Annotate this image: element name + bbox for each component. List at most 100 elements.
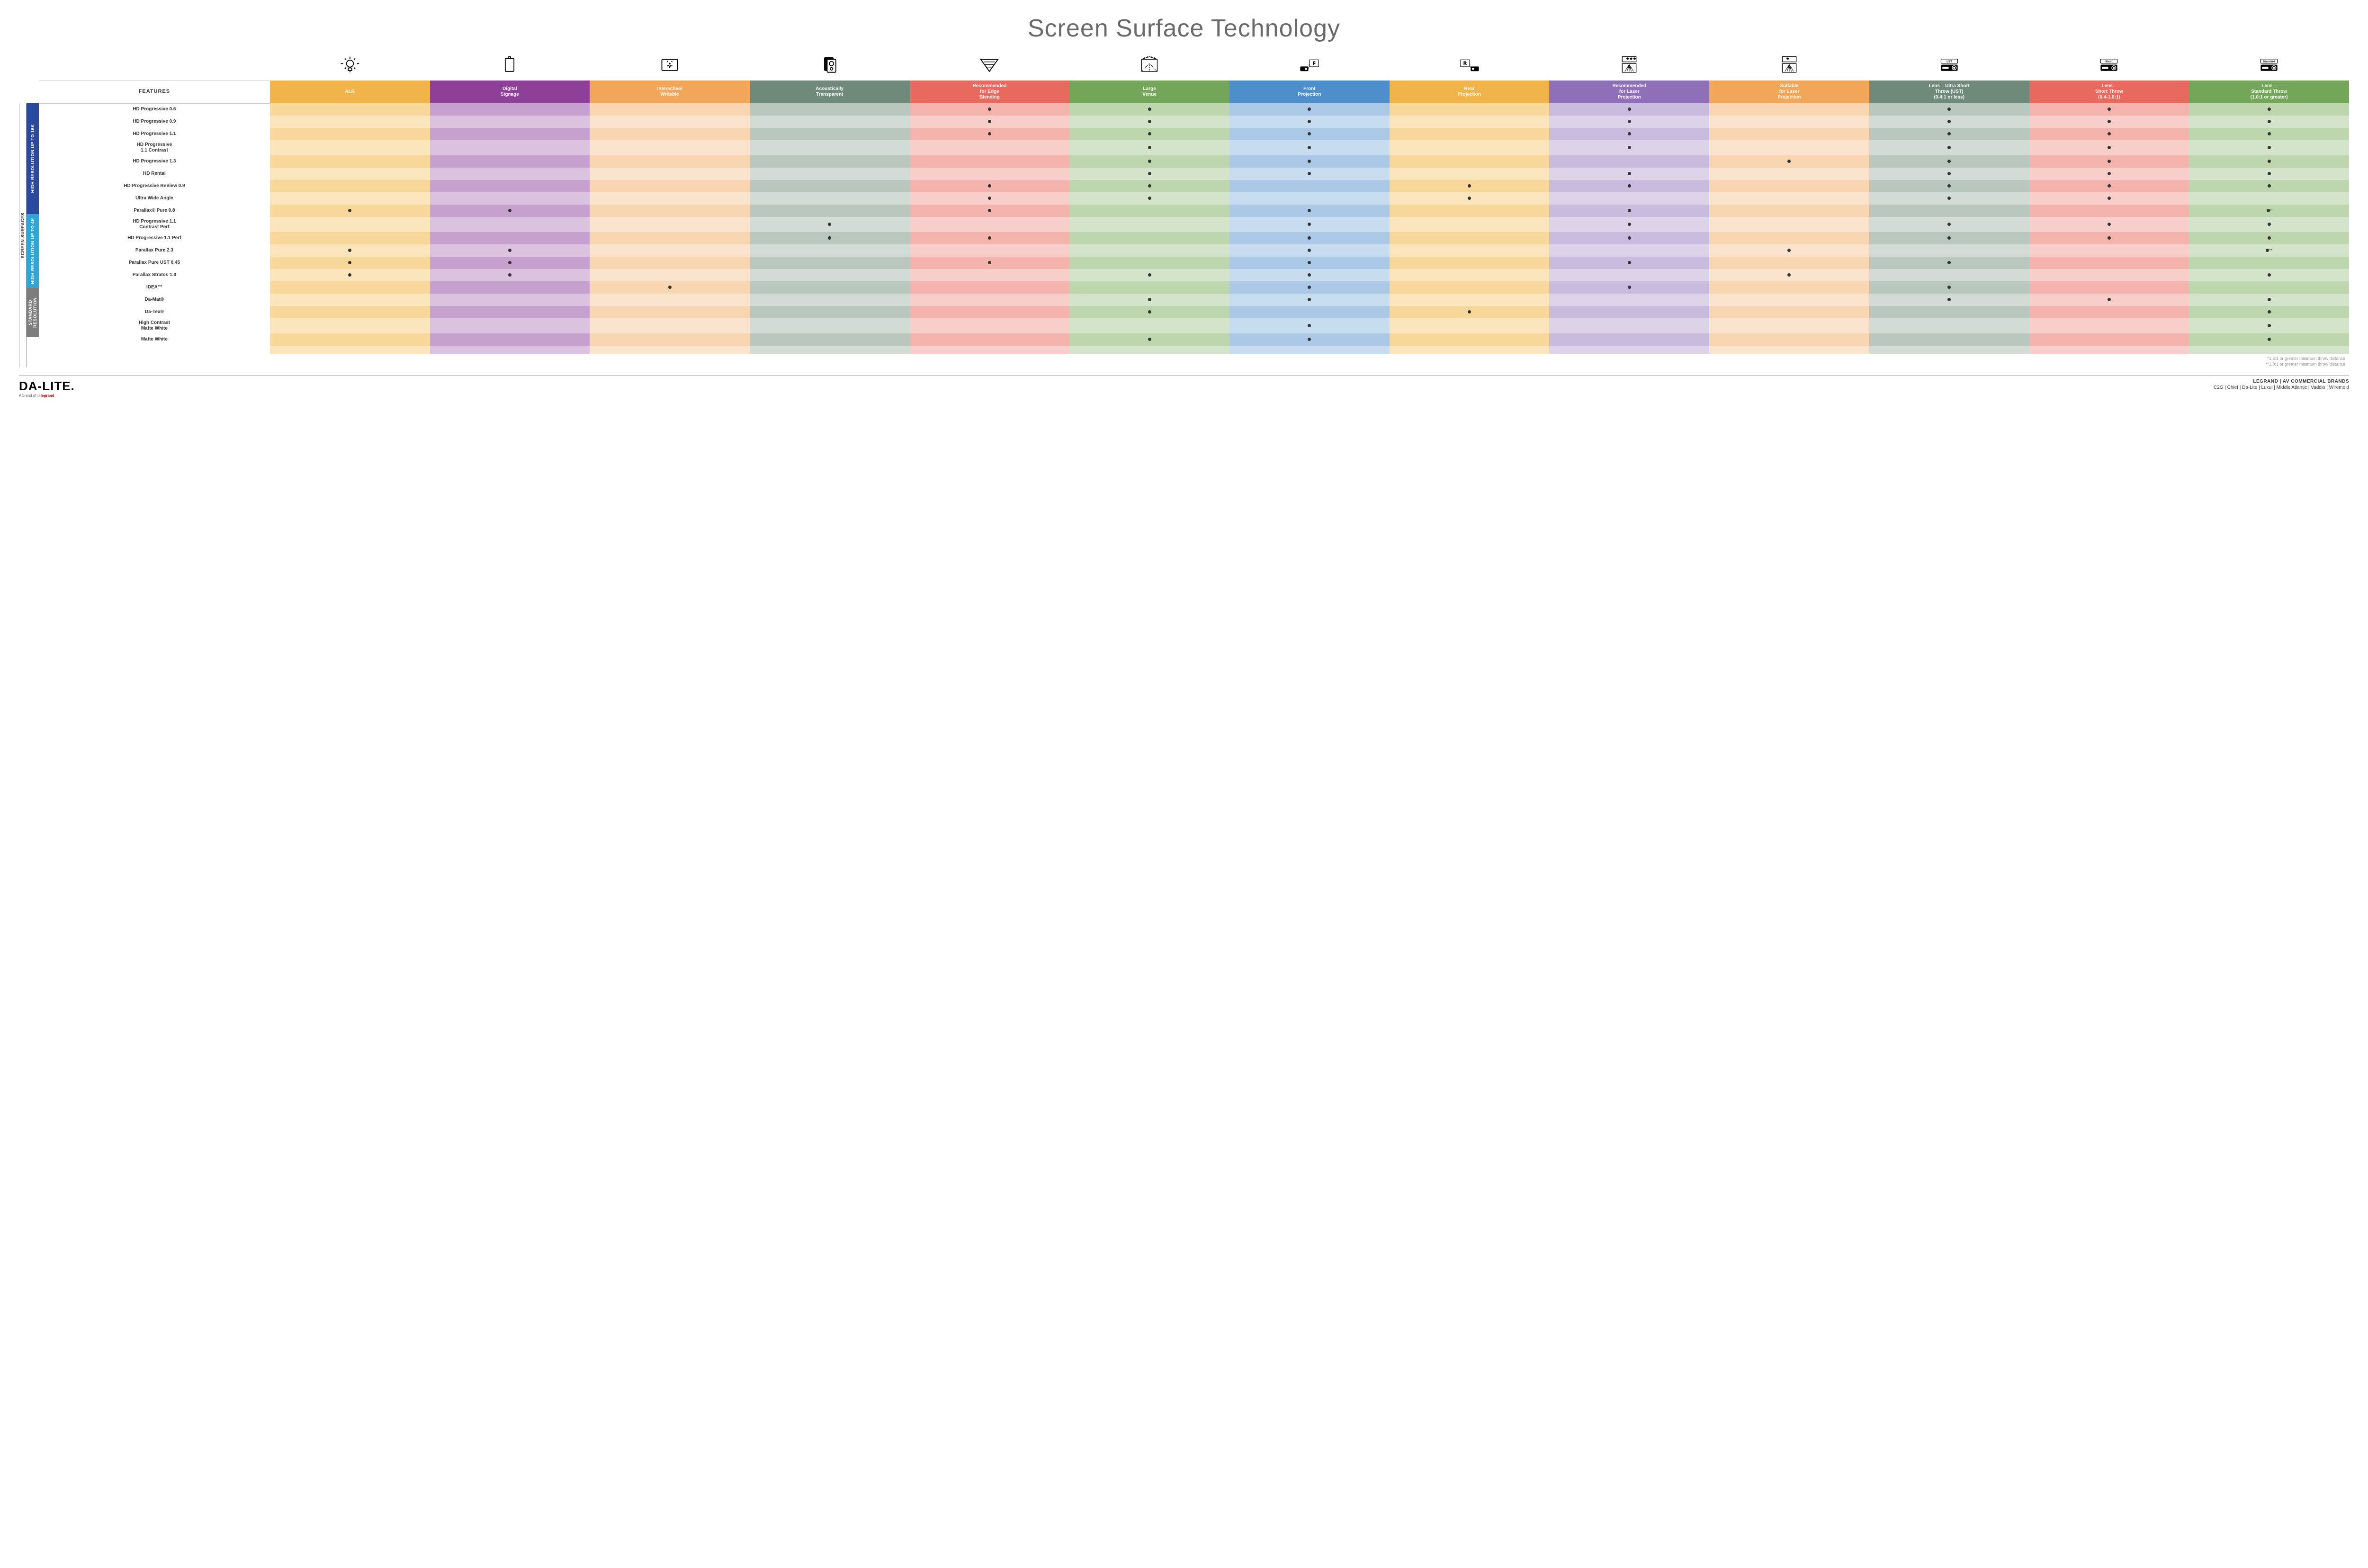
cell-13-5 xyxy=(1069,269,1229,281)
data-row-1: HD Progressive 0.9 xyxy=(39,116,2349,128)
cell-2-2 xyxy=(590,128,750,140)
cell-7-3 xyxy=(750,192,910,205)
data-row-5: HD Rental xyxy=(39,168,2349,180)
svg-text:★: ★ xyxy=(1786,56,1790,61)
cell-5-8 xyxy=(1549,168,1709,180)
cell-1-3 xyxy=(750,116,910,128)
cell-13-10 xyxy=(1869,269,2029,281)
cell-5-5 xyxy=(1069,168,1229,180)
cell-5-12 xyxy=(2189,168,2349,180)
cell-18-8 xyxy=(1549,333,1709,346)
cell-0-12 xyxy=(2189,103,2349,116)
cell-2-10 xyxy=(1869,128,2029,140)
cell-4-11 xyxy=(2029,155,2189,168)
row-label-8: Parallax® Pure 0.8 xyxy=(39,205,270,217)
cell-9-6 xyxy=(1229,217,1390,232)
cell-10-6 xyxy=(1229,232,1390,244)
cell-5-7 xyxy=(1390,168,1550,180)
data-row-7: Ultra Wide Angle xyxy=(39,192,2349,205)
svg-text:★: ★ xyxy=(1633,56,1637,61)
category-1: HIGH RESOLUTION UP TO 4K xyxy=(27,214,39,288)
cell-15-8 xyxy=(1549,294,1709,306)
column-icon-7: R xyxy=(1390,52,1550,81)
cell-0-6 xyxy=(1229,103,1390,116)
cell-2-1 xyxy=(430,128,590,140)
cell-11-8 xyxy=(1549,244,1709,257)
cell-13-4 xyxy=(910,269,1070,281)
cell-8-3 xyxy=(750,205,910,217)
cell-1-12 xyxy=(2189,116,2349,128)
column-header-4: Recommendedfor EdgeBlending xyxy=(910,81,1070,103)
cell-9-2 xyxy=(590,217,750,232)
column-header-12: Lens –Standard Throw(1.0:1 or greater) xyxy=(2189,81,2349,103)
cell-8-11 xyxy=(2029,205,2189,217)
cell-8-10 xyxy=(1869,205,2029,217)
data-row-17: High ContrastMatte White xyxy=(39,318,2349,333)
cell-14-6 xyxy=(1229,281,1390,294)
cell-10-7 xyxy=(1390,232,1550,244)
cell-2-9 xyxy=(1709,128,1869,140)
svg-text:F: F xyxy=(1313,61,1316,65)
column-icon-2 xyxy=(590,52,750,81)
spacer-row xyxy=(39,346,2349,354)
cell-11-3 xyxy=(750,244,910,257)
icon-row: FR★★★✳★✳USTShortStandard xyxy=(39,52,2349,81)
cell-10-1 xyxy=(430,232,590,244)
cell-6-4 xyxy=(910,180,1070,192)
cell-16-9 xyxy=(1709,306,1869,318)
column-icon-0 xyxy=(270,52,430,81)
cell-0-0 xyxy=(270,103,430,116)
page-title: Screen Surface Technology xyxy=(19,14,2349,43)
column-header-5: LargeVenue xyxy=(1069,81,1229,103)
cell-15-5 xyxy=(1069,294,1229,306)
cell-3-11 xyxy=(2029,140,2189,155)
column-header-10: Lens – Ultra ShortThrow (UST)(0.4:1 or l… xyxy=(1869,81,2029,103)
cell-6-10 xyxy=(1869,180,2029,192)
logo-block: DA-LITE. A brand of □ legrand xyxy=(19,379,75,398)
column-icon-6: F xyxy=(1229,52,1390,81)
cell-16-1 xyxy=(430,306,590,318)
cell-1-9 xyxy=(1709,116,1869,128)
row-label-12: Parallax Pure UST 0.45 xyxy=(39,257,270,269)
data-row-10: HD Progressive 1.1 Perf xyxy=(39,232,2349,244)
category-2: STANDARDRESOLUTION xyxy=(27,288,39,337)
cell-18-6 xyxy=(1229,333,1390,346)
cell-18-2 xyxy=(590,333,750,346)
cell-16-5 xyxy=(1069,306,1229,318)
cell-7-9 xyxy=(1709,192,1869,205)
cell-3-0 xyxy=(270,140,430,155)
cell-3-4 xyxy=(910,140,1070,155)
cell-0-2 xyxy=(590,103,750,116)
cell-8-4 xyxy=(910,205,1070,217)
logo-subtitle: A brand of □ legrand xyxy=(19,394,75,398)
brands-title: LEGRAND | AV COMMERCIAL BRANDS xyxy=(2214,379,2349,384)
cell-3-8 xyxy=(1549,140,1709,155)
column-header-2: Interactive/Writable xyxy=(590,81,750,103)
svg-text:Short: Short xyxy=(2106,60,2113,63)
cell-2-11 xyxy=(2029,128,2189,140)
cell-1-8 xyxy=(1549,116,1709,128)
row-label-2: HD Progressive 1.1 xyxy=(39,128,270,140)
column-header-6: FrontProjection xyxy=(1229,81,1390,103)
category-sidebar: SCREEN SURFACESHIGH RESOLUTION UP TO 16K… xyxy=(19,52,39,367)
cell-14-7 xyxy=(1390,281,1550,294)
footnote-2: **1.8:1 or greater minimum throw distanc… xyxy=(39,362,2345,367)
cell-12-10 xyxy=(1869,257,2029,269)
cell-13-11 xyxy=(2029,269,2189,281)
cell-1-6 xyxy=(1229,116,1390,128)
cell-6-12 xyxy=(2189,180,2349,192)
cell-9-11 xyxy=(2029,217,2189,232)
column-header-3: AcousticallyTransparent xyxy=(750,81,910,103)
row-label-11: Parallax Pure 2.3 xyxy=(39,244,270,257)
cell-6-3 xyxy=(750,180,910,192)
cell-17-11 xyxy=(2029,318,2189,333)
column-header-0: ALR xyxy=(270,81,430,103)
cell-12-4 xyxy=(910,257,1070,269)
column-header-1: DigitalSignage xyxy=(430,81,590,103)
row-label-10: HD Progressive 1.1 Perf xyxy=(39,232,270,244)
cell-7-8 xyxy=(1549,192,1709,205)
cell-12-11 xyxy=(2029,257,2189,269)
cell-2-4 xyxy=(910,128,1070,140)
cell-5-4 xyxy=(910,168,1070,180)
cell-18-12 xyxy=(2189,333,2349,346)
